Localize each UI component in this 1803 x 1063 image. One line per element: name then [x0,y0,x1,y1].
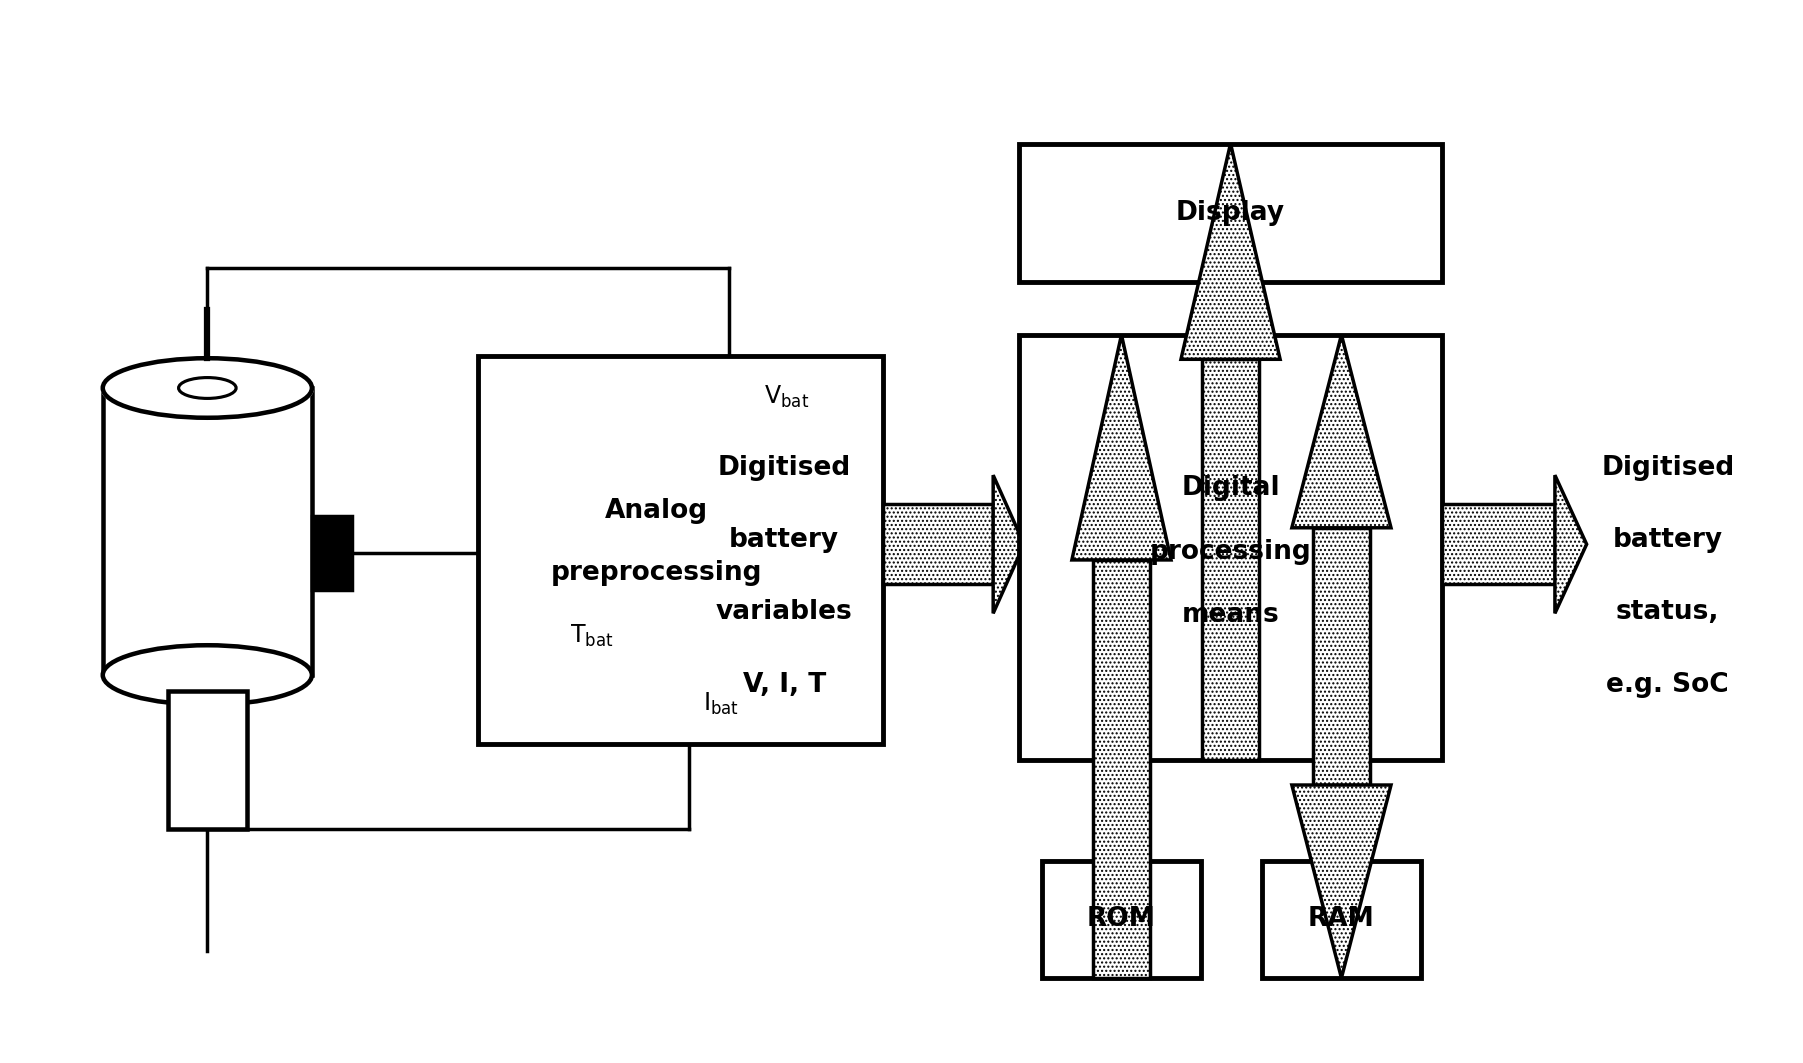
Polygon shape [1293,335,1392,527]
Text: I$_{\mathregular{bat}}$: I$_{\mathregular{bat}}$ [703,691,739,716]
Text: e.g. SoC: e.g. SoC [1606,672,1729,697]
FancyBboxPatch shape [168,691,247,829]
Text: Digitised: Digitised [1601,455,1734,480]
Text: Digitised: Digitised [718,455,851,480]
Polygon shape [993,475,1024,613]
Text: battery: battery [728,527,840,553]
Text: Digital: Digital [1181,475,1280,501]
FancyBboxPatch shape [478,356,883,744]
FancyBboxPatch shape [1042,861,1201,978]
Text: battery: battery [1612,527,1724,553]
Text: V, I, T: V, I, T [743,672,826,697]
Text: means: means [1181,603,1280,628]
Text: ROM: ROM [1087,907,1156,932]
Polygon shape [883,504,993,585]
Text: preprocessing: preprocessing [550,560,763,587]
Text: RAM: RAM [1307,907,1376,932]
Text: processing: processing [1150,539,1311,564]
FancyBboxPatch shape [1019,335,1442,760]
Polygon shape [1181,144,1280,359]
FancyBboxPatch shape [312,516,352,590]
Polygon shape [1313,527,1370,784]
Text: Analog: Analog [604,499,709,524]
FancyBboxPatch shape [1262,861,1421,978]
Text: variables: variables [716,600,853,625]
Text: T$_{\mathregular{bat}}$: T$_{\mathregular{bat}}$ [570,622,613,648]
Ellipse shape [103,358,312,418]
Polygon shape [1203,359,1258,760]
Text: Display: Display [1176,200,1286,225]
Ellipse shape [103,645,312,705]
Ellipse shape [103,358,312,418]
Polygon shape [1093,560,1150,978]
FancyBboxPatch shape [1019,144,1442,282]
Polygon shape [1554,475,1587,613]
Ellipse shape [178,377,236,399]
Text: status,: status, [1615,600,1720,625]
Polygon shape [1293,784,1392,978]
Polygon shape [1073,335,1172,560]
Polygon shape [1442,504,1554,585]
Text: V$_{\mathregular{bat}}$: V$_{\mathregular{bat}}$ [763,384,810,409]
